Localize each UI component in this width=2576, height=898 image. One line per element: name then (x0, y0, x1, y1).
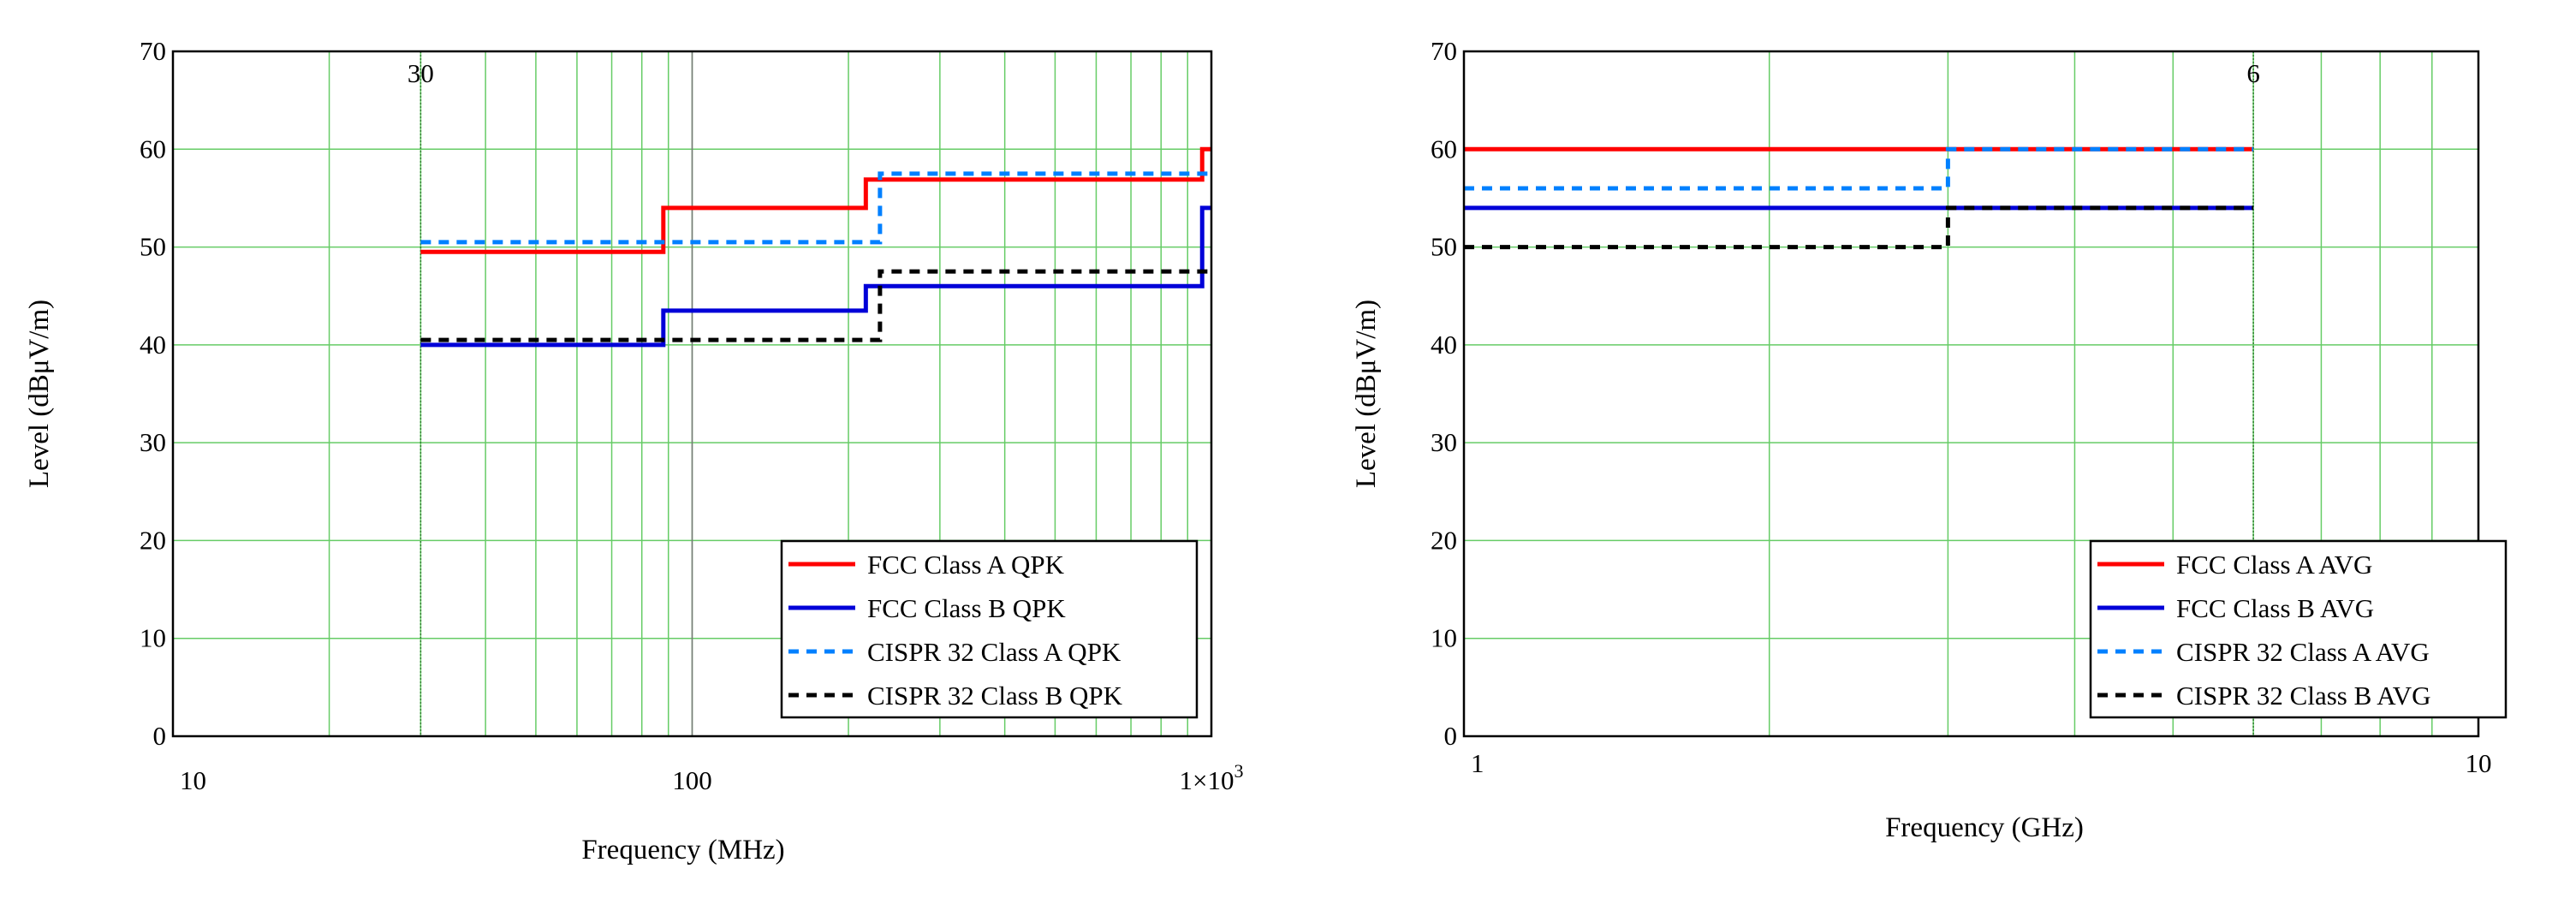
y-tick-label: 70 (140, 36, 166, 66)
series-line-3 (1464, 146, 2254, 191)
y-tick-label: 60 (140, 134, 166, 164)
marker-label: 30 (408, 58, 434, 88)
x-axis-label: Frequency (MHz) (581, 835, 784, 865)
y-tick-label: 0 (153, 721, 167, 751)
y-tick-label: 30 (1431, 427, 1457, 457)
legend: FCC Class A AVG FCC Class B AVG CISPR 32 C… (2089, 539, 2508, 719)
series-line-3 (420, 171, 1211, 245)
marker-label: 6 (2246, 58, 2260, 88)
legend-label-1: FCC Class A AVG (2176, 550, 2372, 580)
legend-box (2089, 539, 2508, 719)
y-tick-label: 30 (140, 427, 166, 457)
series-group (1464, 146, 2254, 250)
y-tick-label: 0 (1444, 721, 1458, 751)
x-tick-label: 10 (180, 765, 206, 795)
legend-label-4: CISPR 32 Class B QPK (867, 681, 1123, 711)
y-axis-label: Level (dBμV/m) (24, 300, 55, 488)
plot-frame (171, 50, 1213, 738)
y-axis-label: Level (dBμV/m) (1351, 300, 1382, 488)
y-tick-label: 50 (1431, 232, 1457, 262)
grid (1464, 51, 2478, 736)
legend-box (780, 539, 1199, 719)
legend: FCC Class A QPK FCC Class B QPK CISPR 32 C… (780, 539, 1199, 719)
legend-label-2: FCC Class B QPK (867, 593, 1066, 623)
x-tick-label: 100 (672, 765, 712, 795)
series-line-4 (1464, 205, 2254, 250)
y-tick-label: 40 (140, 330, 166, 360)
y-tick-label: 40 (1431, 330, 1457, 360)
y-tick-label: 70 (1431, 36, 1457, 66)
series-line-4 (420, 269, 1211, 342)
legend-label-3: CISPR 32 Class A AVG (2176, 637, 2430, 667)
plot-frame (1462, 50, 2480, 738)
legend-label-4: CISPR 32 Class B AVG (2176, 681, 2430, 711)
legend-label-1: FCC Class A QPK (867, 550, 1065, 580)
x-tick-label: 10 (2466, 748, 2492, 778)
x-axis-label: Frequency (GHz) (1885, 812, 2084, 843)
chart-left: 30 0 10 20 30 40 50 60 70 10 100 1×103 Frequency (MH… (24, 36, 1243, 865)
y-tick-label: 10 (1431, 623, 1457, 653)
legend-label-2: FCC Class B AVG (2176, 593, 2374, 623)
series-line-2 (420, 205, 1211, 348)
x-tick-label: 1 (1471, 748, 1484, 778)
y-tick-label: 50 (140, 232, 166, 262)
y-tick-label: 60 (1431, 134, 1457, 164)
y-tick-label: 10 (140, 623, 166, 653)
series-group (420, 146, 1211, 348)
x-tick-label: 1×103 (1180, 760, 1244, 795)
legend-label-3: CISPR 32 Class A QPK (867, 637, 1121, 667)
y-tick-label: 20 (140, 525, 166, 555)
series-line-1 (420, 146, 1211, 254)
y-tick-label: 20 (1431, 525, 1457, 555)
